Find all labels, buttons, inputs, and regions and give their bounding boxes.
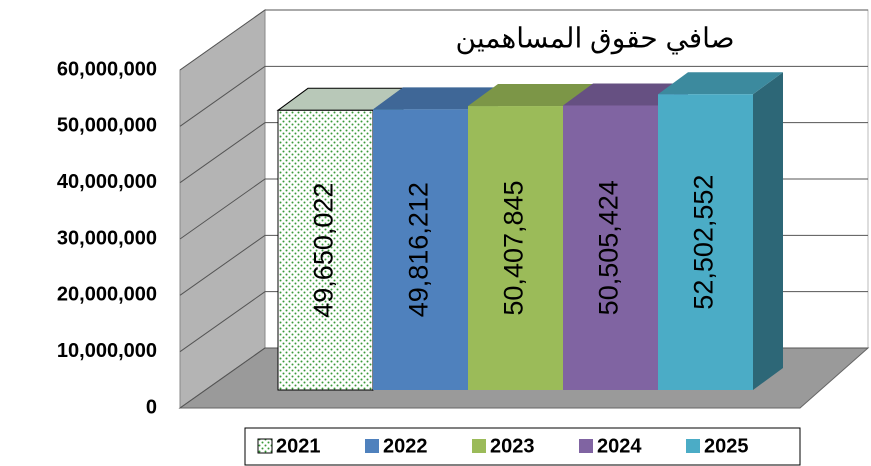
grid-line (179, 65, 868, 127)
y-tick-label: 60,000,000 (57, 58, 157, 80)
bar (658, 94, 753, 390)
bar-top (373, 87, 498, 110)
data-label: 50,407,845 (499, 180, 529, 315)
bar (468, 106, 563, 391)
bar-top (658, 72, 783, 95)
legend-box (244, 427, 801, 466)
legend-swatch (686, 439, 700, 453)
legend-label: 2025 (704, 435, 749, 457)
legend-swatch (472, 439, 486, 453)
y-tick-label: 50,000,000 (57, 115, 157, 137)
legend-label: 2024 (597, 435, 642, 457)
legend-label: 2022 (383, 435, 428, 457)
legend-swatch (257, 438, 273, 454)
y-tick-label: 10,000,000 (57, 340, 157, 362)
bar-top (563, 83, 688, 106)
data-label: 49,816,212 (404, 182, 434, 317)
y-tick-label: 20,000,000 (57, 284, 157, 306)
legend-label: 2021 (276, 435, 321, 457)
bar-side (753, 72, 783, 390)
data-label: 52,502,552 (689, 175, 719, 310)
bar (373, 109, 468, 390)
grid-line (179, 9, 868, 71)
y-tick-label: 0 (146, 396, 157, 418)
chart-title: صافي حقوق المساهمين (456, 22, 735, 54)
data-label: 50,505,424 (594, 180, 624, 315)
bar-top (468, 84, 593, 107)
y-tick-label: 40,000,000 (57, 171, 157, 193)
bar (563, 105, 658, 390)
legend-label: 2023 (490, 435, 535, 457)
y-tick-label: 30,000,000 (57, 227, 157, 249)
data-label: 49,650,022 (309, 183, 339, 318)
bar (277, 109, 374, 391)
legend-swatch (579, 439, 593, 453)
legend-swatch (365, 439, 379, 453)
